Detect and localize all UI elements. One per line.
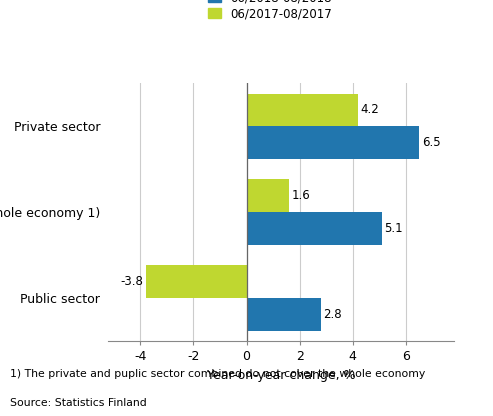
Bar xyxy=(246,179,289,212)
Text: -3.8: -3.8 xyxy=(120,275,143,288)
Text: 1) The private and puplic sector combined do not cover the whole economy: 1) The private and puplic sector combine… xyxy=(10,369,425,379)
Text: Source: Statistics Finland: Source: Statistics Finland xyxy=(10,398,146,408)
Text: 2.8: 2.8 xyxy=(323,308,342,321)
Text: 6.5: 6.5 xyxy=(422,136,440,149)
Bar xyxy=(246,298,321,331)
Bar xyxy=(246,126,419,159)
Legend: 06/2018-08/2018, 06/2017-08/2017: 06/2018-08/2018, 06/2017-08/2017 xyxy=(208,0,332,20)
Text: 1.6: 1.6 xyxy=(292,189,311,202)
Bar xyxy=(145,265,246,298)
X-axis label: Year-on-year change, %: Year-on-year change, % xyxy=(207,369,355,382)
Text: 4.2: 4.2 xyxy=(361,103,380,116)
Bar xyxy=(246,94,358,126)
Text: 5.1: 5.1 xyxy=(385,222,403,235)
Bar xyxy=(246,212,382,245)
